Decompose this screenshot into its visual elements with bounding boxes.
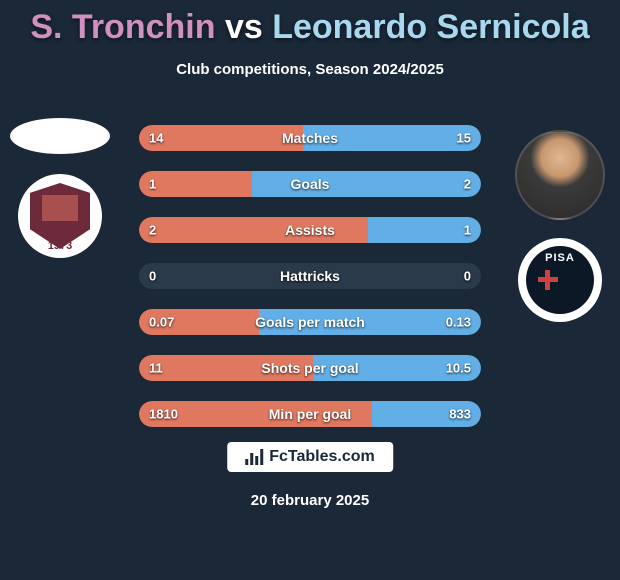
player1-name: S. Tronchin <box>30 8 215 46</box>
stat-label: Goals per match <box>255 314 365 330</box>
stat-value-right: 15 <box>457 131 471 146</box>
stat-value-right: 0 <box>464 269 471 284</box>
stat-label: Matches <box>282 130 338 146</box>
stat-bar-row: 0 Hattricks 0 <box>138 262 482 290</box>
stat-bar-row: 2 Assists 1 <box>138 216 482 244</box>
stat-bar-row: 0.07 Goals per match 0.13 <box>138 308 482 336</box>
stat-value-left: 0.07 <box>149 315 174 330</box>
stat-value-left: 11 <box>149 361 163 376</box>
castle-icon <box>42 195 78 221</box>
stat-value-left: 1810 <box>149 407 178 422</box>
stat-value-right: 1 <box>464 223 471 238</box>
stat-value-right: 0.13 <box>446 315 471 330</box>
stat-label: Min per goal <box>269 406 351 422</box>
subtitle: Club competitions, Season 2024/2025 <box>0 61 620 78</box>
left-player-column: 1973 <box>10 118 110 258</box>
stat-label: Assists <box>285 222 335 238</box>
stat-bar-row: 1810 Min per goal 833 <box>138 400 482 428</box>
stat-bar-row: 11 Shots per goal 10.5 <box>138 354 482 382</box>
club-inner-circle: PISA <box>526 246 594 314</box>
bar-fill-right <box>252 171 481 197</box>
comparison-title: S. Tronchin vs Leonardo Sernicola <box>0 0 620 47</box>
site-name: FcTables.com <box>269 448 375 466</box>
stat-bar-row: 14 Matches 15 <box>138 124 482 152</box>
club-name: PISA <box>545 252 575 264</box>
player2-club-logo: PISA <box>518 238 602 322</box>
player2-avatar <box>515 130 605 220</box>
stat-value-left: 1 <box>149 177 156 192</box>
stat-value-right: 833 <box>449 407 471 422</box>
player2-name: Leonardo Sernicola <box>272 8 589 46</box>
stat-bar-row: 1 Goals 2 <box>138 170 482 198</box>
bar-fill-left <box>139 125 303 151</box>
cross-icon <box>538 270 558 290</box>
right-player-column: PISA <box>510 130 610 322</box>
player1-avatar <box>10 118 110 154</box>
vs-label: vs <box>225 8 263 46</box>
club-year: 1973 <box>48 240 72 252</box>
stat-label: Hattricks <box>280 268 340 284</box>
player1-club-logo: 1973 <box>18 174 102 258</box>
stat-value-left: 0 <box>149 269 156 284</box>
stat-value-left: 2 <box>149 223 156 238</box>
stat-value-right: 10.5 <box>446 361 471 376</box>
site-logo: FcTables.com <box>227 442 393 472</box>
stat-label: Shots per goal <box>261 360 358 376</box>
stat-label: Goals <box>291 176 330 192</box>
stat-bars-container: 14 Matches 15 1 Goals 2 2 Assists 1 0 Hattricks 0 0.… <box>138 124 482 446</box>
footer-date: 20 february 2025 <box>251 492 369 509</box>
stat-value-left: 14 <box>149 131 163 146</box>
bars-icon <box>245 449 263 465</box>
stat-value-right: 2 <box>464 177 471 192</box>
